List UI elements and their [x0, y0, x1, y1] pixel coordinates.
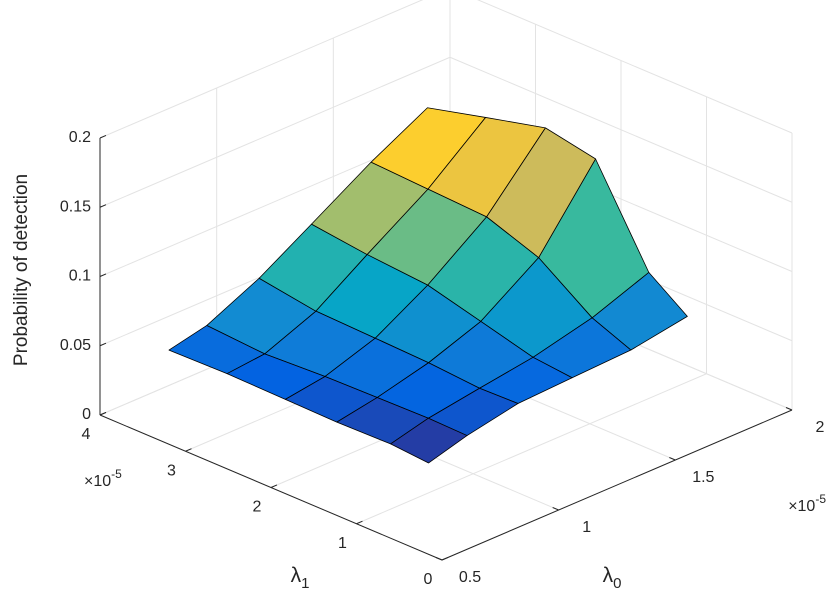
- grid-line: [99, 56, 451, 208]
- x-multiplier: ×10-5: [788, 492, 826, 515]
- x-tick-label: 2: [816, 419, 825, 436]
- y-tick: [441, 556, 449, 561]
- y-tick: [185, 448, 192, 452]
- y-multiplier-base: ×10: [84, 473, 111, 490]
- z-tick-label: 0: [82, 406, 91, 423]
- y-axis-symbol: λ: [291, 564, 302, 587]
- x-tick-label: 1.5: [692, 469, 714, 486]
- z-tick: [99, 342, 107, 347]
- z-tick-label: 0.15: [60, 198, 91, 215]
- z-tick-label: 0.1: [69, 268, 91, 285]
- x-axis-label: λ0: [603, 564, 622, 592]
- y-tick: [99, 411, 107, 416]
- y-tick-label: 2: [253, 499, 262, 516]
- z-tick-label: 0.05: [60, 337, 91, 354]
- y-axis-subscript: 1: [301, 575, 309, 592]
- x-tick-label: 0.5: [459, 569, 481, 586]
- grid-line: [99, 0, 424, 139]
- x-tick: [669, 457, 676, 461]
- z-tick: [99, 204, 107, 208]
- y-tick-label: 1: [338, 535, 347, 552]
- x-multiplier-exponent: -5: [815, 492, 826, 506]
- x-axis-subscript: 0: [613, 575, 621, 592]
- y-tick-label: 3: [167, 462, 176, 479]
- z-tick: [99, 273, 107, 277]
- z-tick: [99, 134, 107, 139]
- y-multiplier: ×10-5: [84, 467, 122, 490]
- y-tick-label: 4: [82, 426, 91, 443]
- x-tick: [435, 557, 443, 561]
- x-tick: [785, 407, 793, 411]
- x-axis-symbol: λ: [603, 564, 614, 587]
- y-axis-label: λ1: [291, 564, 310, 592]
- x-tick-label: 1: [582, 519, 591, 536]
- grid-line: [356, 373, 707, 525]
- z-tick-label: 0.2: [69, 129, 91, 146]
- x-tick: [552, 507, 559, 511]
- y-tick: [356, 520, 363, 525]
- z-axis-label: Probability of detection: [11, 174, 32, 366]
- y-multiplier-exponent: -5: [111, 467, 122, 481]
- surface-patch: [390, 417, 468, 464]
- x-multiplier-base: ×10: [788, 498, 815, 515]
- y-tick-label: 0: [424, 571, 433, 588]
- x-axis: [441, 409, 793, 561]
- y-tick: [270, 484, 278, 488]
